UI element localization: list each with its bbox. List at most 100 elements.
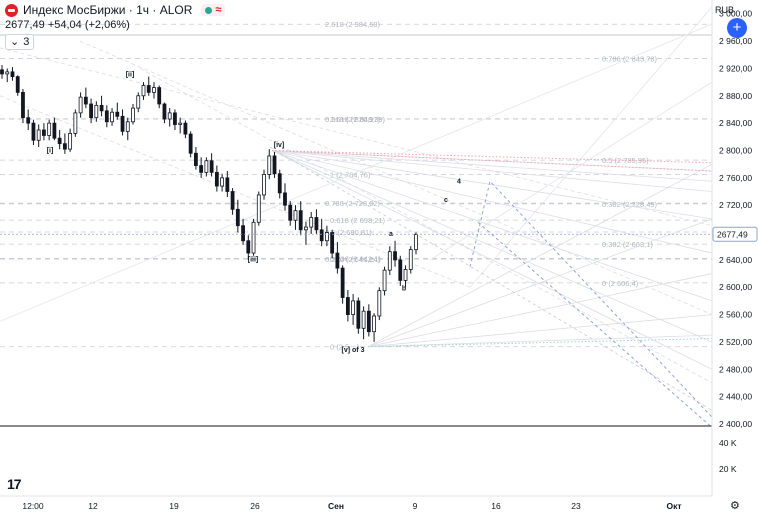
y-tick-label: 2 640,00 (719, 255, 752, 265)
y-tick-label: 2 440,00 (719, 392, 752, 402)
fib-level-label: 0.236 (2 641,24) (325, 255, 381, 264)
candle-body (188, 133, 193, 154)
candle-body (225, 177, 230, 192)
add-button[interactable]: + (727, 18, 747, 38)
candle-body (241, 225, 245, 242)
last-price-tag (712, 226, 758, 242)
fib-level-label: 1.618 (2 846,39) (330, 115, 386, 124)
fib-level-label: 0.5 (2 680,81) (325, 228, 372, 237)
ray-line (429, 81, 713, 261)
candle-body (178, 122, 183, 125)
x-tick-label: 26 (250, 501, 260, 511)
candle-body (21, 91, 25, 119)
fib-level-label: 0.382 (2 663,1) (602, 240, 653, 249)
fan-line (271, 150, 713, 172)
fan-line (271, 150, 713, 254)
wave-label: [iii] (248, 256, 259, 263)
candle-body (136, 95, 141, 109)
last-price: 2677,49 (5, 19, 45, 31)
currency-label[interactable]: RUB (715, 5, 735, 15)
candle-body (220, 177, 225, 187)
trend-line (79, 40, 713, 315)
candle-body (120, 115, 125, 132)
last-price-tag-label: 2677,49 (717, 229, 748, 239)
symbol-title[interactable]: Индекс МосБиржи · 1ч · ALOR (23, 3, 193, 17)
candle-body (319, 229, 324, 242)
candle-body (387, 251, 392, 271)
candle-body (5, 71, 10, 75)
settings-icon[interactable]: ⚙ (730, 500, 740, 512)
candle-body (26, 117, 31, 124)
candle-body (209, 160, 214, 173)
status-badges[interactable]: ≈ (201, 4, 226, 16)
candle-body (47, 122, 52, 136)
candle-body (152, 87, 156, 93)
candle-body (325, 232, 329, 242)
fib-level-label: 0.382 (2 728,49) (602, 200, 658, 209)
candle-body (183, 122, 188, 135)
wave-label: a (389, 231, 393, 238)
fan-line (367, 218, 713, 348)
fib-level-label: 0 (2 606,4) (602, 279, 639, 288)
indicators-collapse-button[interactable]: ⌄ 3 (5, 34, 35, 50)
candle-body (288, 204, 293, 221)
tradingview-logo[interactable]: 17 (7, 476, 22, 492)
price-change: +54,04 (+2,06%) (47, 19, 130, 31)
y-tick-label: 2 400,00 (719, 419, 752, 429)
candle-body (382, 269, 387, 292)
projection-path (477, 221, 713, 428)
trend-line (0, 47, 713, 227)
candle-body (78, 96, 83, 114)
candle-body (335, 252, 340, 269)
candle-body (246, 240, 251, 254)
y-tick-label: 2 880,00 (719, 91, 752, 101)
y-tick-label: 2 520,00 (719, 337, 752, 347)
candle-body (414, 234, 418, 251)
x-tick-label: 16 (491, 501, 501, 511)
candle-body (398, 259, 403, 281)
candle-body (31, 122, 36, 141)
y-tick-label: 2 920,00 (719, 63, 752, 73)
y-tick-label: 2 600,00 (719, 282, 752, 292)
wave-label: [i] (47, 148, 54, 155)
candle-body (57, 137, 62, 145)
candle-body (204, 160, 209, 173)
candle-body (345, 297, 350, 315)
candle-body (99, 104, 104, 112)
volume-tick-label: 20 K (719, 464, 737, 474)
candle-body (131, 107, 135, 123)
y-tick-label: 2 760,00 (719, 173, 752, 183)
candle-body (89, 103, 93, 119)
candle-body (42, 129, 46, 136)
candle-body (293, 210, 298, 221)
chevron-down-icon: ⌄ (10, 36, 20, 48)
y-tick-label: 3 000,00 (719, 9, 752, 19)
candle-body (68, 133, 73, 150)
ray-line (469, 6, 713, 288)
fan-line (367, 314, 713, 348)
candle-body (83, 96, 88, 105)
fan-line (271, 150, 713, 370)
candle-body (110, 111, 114, 123)
candle-body (235, 208, 240, 227)
candle-body (262, 174, 266, 196)
candle-body (251, 221, 256, 254)
candle-body (256, 194, 261, 223)
candle-body (277, 173, 282, 194)
candle-body (403, 269, 408, 281)
candle-body (267, 155, 272, 175)
wave-label: b (402, 286, 406, 293)
candle-body (10, 71, 15, 78)
candle-body (52, 122, 57, 139)
x-tick-label: 12 (88, 501, 98, 511)
fan-line (367, 163, 713, 348)
y-tick-label: 2 960,00 (719, 36, 752, 46)
y-tick-label: 2 480,00 (719, 364, 752, 374)
candle-body (377, 290, 382, 317)
candle-body (361, 310, 366, 329)
x-tick-label: 23 (571, 501, 581, 511)
market-open-icon (205, 6, 213, 14)
candle-body (125, 121, 130, 132)
candle-body (157, 87, 162, 105)
